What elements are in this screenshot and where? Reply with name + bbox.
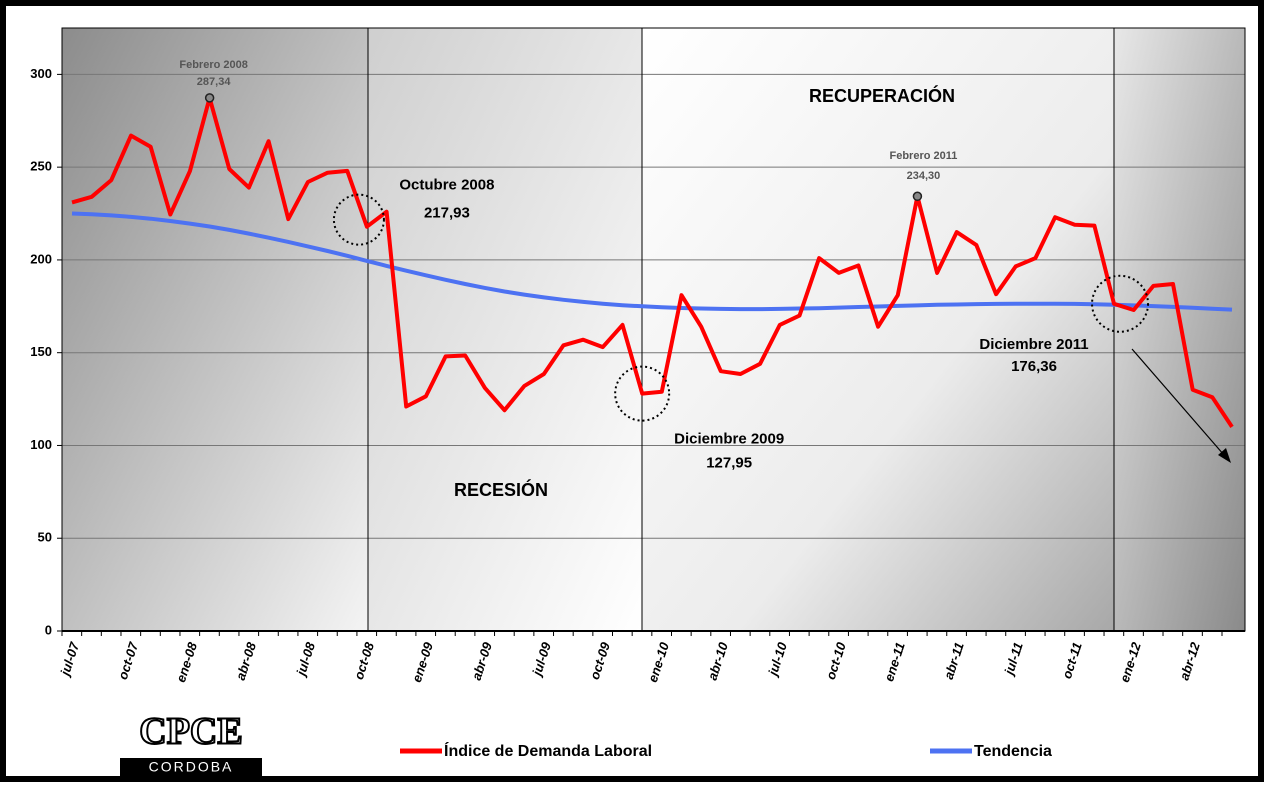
highlight-circle xyxy=(332,193,385,246)
region-label: RECUPERACIÓN xyxy=(809,85,955,106)
legend: Índice de Demanda Laboral Tendencia xyxy=(400,741,1052,760)
y-tick-label: 0 xyxy=(45,622,52,637)
region-label: RECESIÓN xyxy=(454,479,548,500)
plot: Febrero 2008 287,34 Octubre 2008 217,93 Dici… xyxy=(71,59,1234,472)
logo-title: CPCE xyxy=(139,711,242,753)
y-tick-label: 300 xyxy=(30,66,52,81)
trend-arrow xyxy=(1131,348,1231,463)
annotation-value: 217,93 xyxy=(424,205,470,222)
annotation-value: 127,95 xyxy=(706,455,752,472)
logo-subtitle: CORDOBA xyxy=(149,759,234,775)
y-tick-label: 250 xyxy=(30,159,52,174)
y-tick-label: 200 xyxy=(30,251,52,266)
y-tick-label: 150 xyxy=(30,344,52,359)
series-line xyxy=(71,95,1234,429)
annotation-value: 287,34 xyxy=(197,76,232,88)
logo-bar xyxy=(120,758,262,777)
highlight-circle xyxy=(614,365,671,422)
annotation-value: 234,30 xyxy=(907,170,941,182)
logo: CPCE CORDOBA xyxy=(120,710,262,777)
annotation-title: Febrero 2008 xyxy=(179,59,247,71)
annotation-value: 176,36 xyxy=(1011,358,1057,375)
highlight-circle xyxy=(1091,274,1150,333)
series-line xyxy=(71,211,1233,312)
legend-label: Tendencia xyxy=(974,743,1052,760)
annotation-title: Octubre 2008 xyxy=(399,177,494,194)
y-tick-label: 50 xyxy=(38,530,52,545)
region-dividers xyxy=(367,28,1115,631)
plot-background xyxy=(62,28,1245,631)
annotation-title: Diciembre 2011 xyxy=(979,336,1088,353)
point-marker xyxy=(912,191,923,202)
y-tick-label: 100 xyxy=(30,437,52,452)
legend-label: Índice de Demanda Laboral xyxy=(444,741,652,760)
annotation-title: Febrero 2011 xyxy=(889,150,957,162)
point-marker xyxy=(204,93,215,103)
annotation-title: Diciembre 2009 xyxy=(674,431,784,448)
